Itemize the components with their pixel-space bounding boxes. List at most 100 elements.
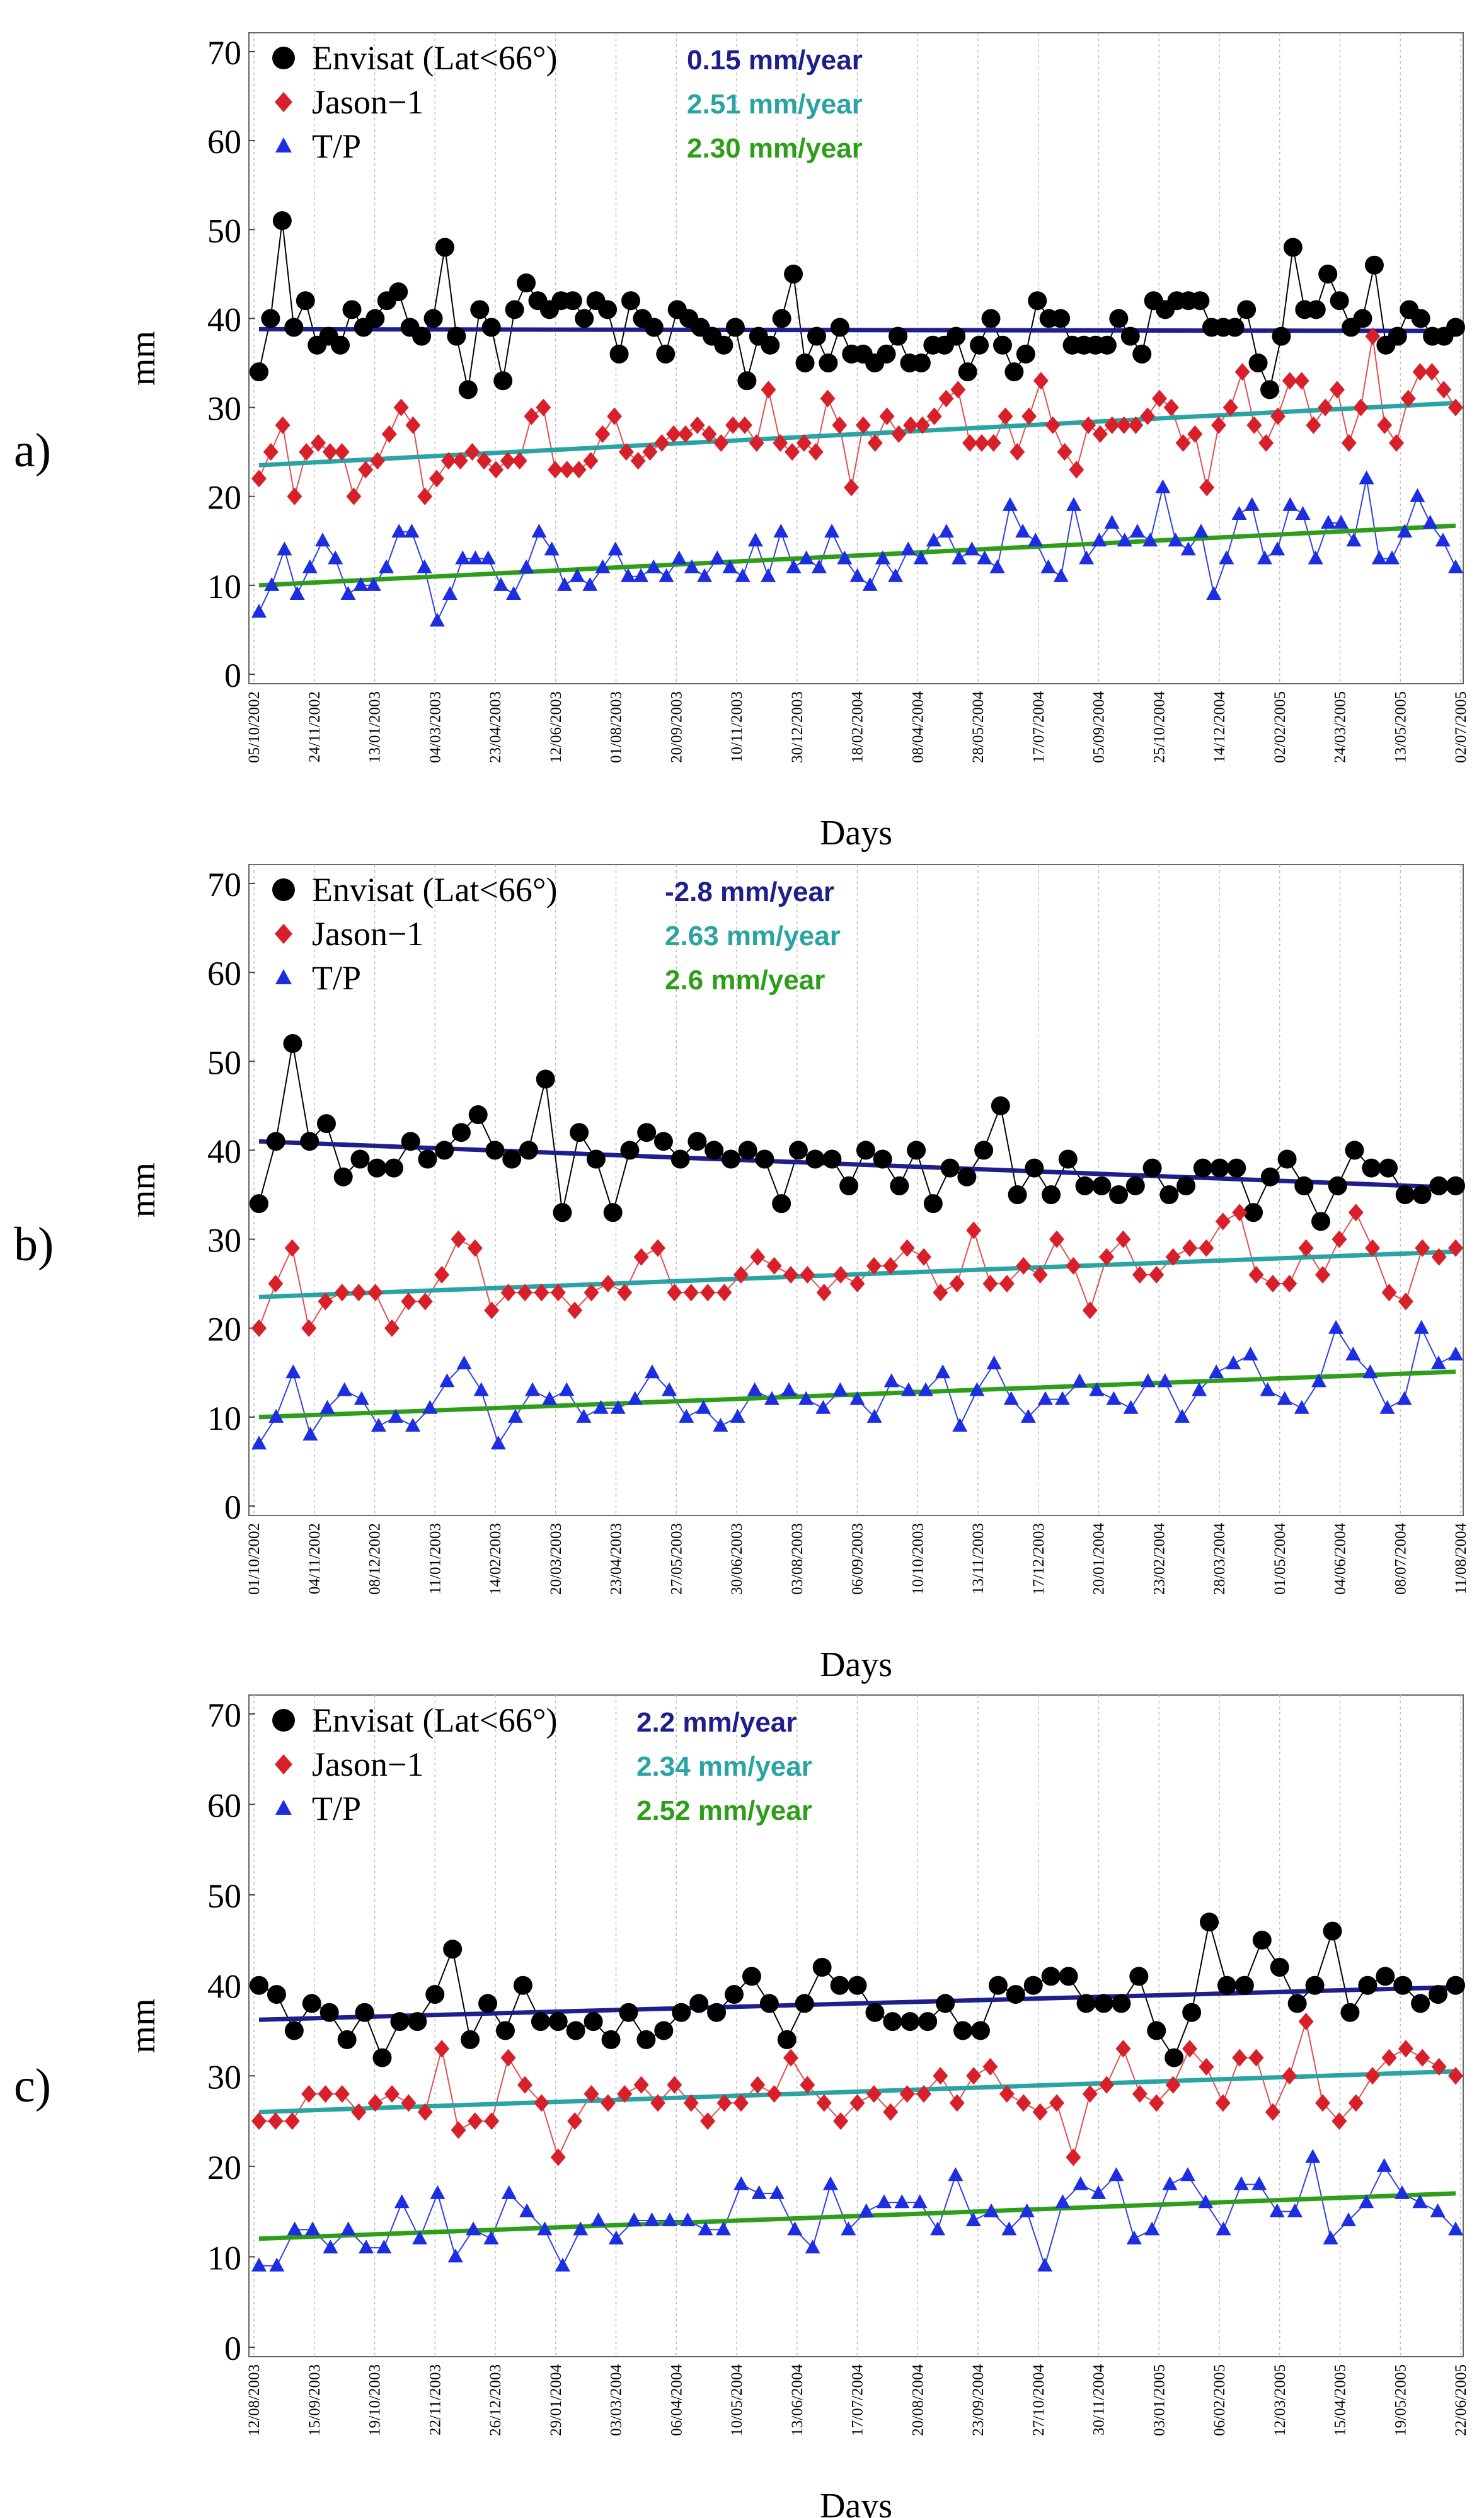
data-point-circle	[890, 1176, 909, 1195]
data-point-diamond	[1175, 434, 1191, 452]
data-point-circle	[261, 309, 280, 328]
data-point-circle	[1142, 1158, 1162, 1178]
data-point-triangle	[1106, 1391, 1122, 1405]
data-point-triangle	[559, 1382, 575, 1396]
x-tick-label: 19/10/2003	[367, 2364, 384, 2436]
x-tick-label: 19/05/2005	[1392, 2364, 1409, 2436]
data-point-diamond	[318, 1292, 333, 1311]
x-tick-label: 30/06/2003	[728, 1523, 745, 1595]
data-point-diamond	[534, 1284, 549, 1302]
x-tick-label: 04/03/2003	[427, 691, 444, 763]
data-point-diamond	[299, 443, 314, 461]
data-point-triangle	[1180, 541, 1196, 556]
data-point-circle	[443, 1940, 463, 1959]
data-point-circle	[423, 309, 443, 328]
data-point-circle	[883, 2012, 902, 2032]
data-point-circle	[981, 309, 1001, 328]
data-point-diamond	[683, 1284, 699, 1302]
data-point-circle	[1446, 1176, 1465, 1195]
data-point-circle	[777, 2030, 797, 2049]
data-point-circle	[889, 326, 908, 346]
data-point-triangle	[875, 550, 890, 565]
data-point-triangle	[952, 550, 967, 565]
data-point-circle	[461, 2030, 480, 2049]
data-point-diamond	[766, 2085, 782, 2103]
data-point-triangle	[926, 532, 941, 547]
data-point-diamond	[451, 2121, 466, 2139]
x-tick-label: 06/09/2003	[849, 1523, 866, 1595]
x-tick-label: 08/04/2004	[909, 691, 926, 763]
data-point-diamond	[1165, 1248, 1181, 1266]
data-point-circle	[575, 309, 594, 328]
data-point-triangle	[1362, 1364, 1378, 1379]
data-point-triangle	[1209, 1364, 1224, 1379]
data-point-circle	[830, 1975, 849, 1995]
data-point-circle	[923, 1194, 943, 1214]
data-point-circle	[566, 2021, 585, 2040]
data-point-diamond	[1341, 434, 1357, 452]
data-point-circle	[725, 318, 745, 337]
data-point-triangle	[391, 524, 407, 538]
data-point-triangle	[1108, 2167, 1124, 2182]
data-point-circle	[603, 1203, 623, 1222]
y-tick-label: 20	[207, 1311, 241, 1348]
data-point-circle	[1006, 1985, 1025, 2004]
data-point-circle	[1217, 1975, 1236, 1995]
data-point-diamond	[966, 1221, 982, 1239]
data-point-triangle	[1129, 524, 1145, 538]
data-point-triangle	[269, 2257, 285, 2272]
data-point-triangle	[1435, 532, 1451, 547]
data-point-circle	[1283, 238, 1303, 257]
data-point-circle	[940, 1158, 960, 1178]
x-tick-label: 03/01/2005	[1151, 2364, 1168, 2436]
x-tick-label: 24/11/2002	[306, 691, 323, 762]
data-point-triangle	[542, 1391, 558, 1405]
data-point-circle	[1109, 309, 1129, 328]
data-point-triangle	[1376, 2158, 1392, 2172]
legend-label: Jason−1	[312, 1745, 423, 1783]
x-axis-label: Days	[820, 1645, 892, 1684]
data-point-triangle	[388, 1408, 404, 1423]
data-point-diamond	[1377, 416, 1393, 434]
data-point-circle	[342, 300, 362, 319]
x-tick-label: 22/11/2003	[427, 2364, 444, 2435]
data-point-circle	[644, 318, 664, 337]
data-point-diamond	[618, 443, 634, 461]
data-point-triangle	[858, 2203, 874, 2217]
data-point-circle	[267, 1985, 286, 2004]
data-point-diamond	[1009, 443, 1025, 461]
data-point-triangle	[1257, 550, 1272, 565]
data-point-diamond	[1388, 434, 1404, 452]
data-point-diamond	[1246, 416, 1262, 434]
data-point-diamond	[351, 1284, 367, 1302]
data-point-circle	[1159, 1185, 1179, 1204]
data-point-circle	[447, 326, 466, 346]
x-tick-label: 10/10/2003	[909, 1523, 926, 1595]
data-point-circle	[759, 1994, 779, 2013]
data-point-diamond	[401, 2094, 417, 2112]
data-point-triangle	[1448, 559, 1463, 573]
x-tick-label: 04/06/2004	[1332, 1523, 1349, 1595]
data-point-diamond	[1381, 1284, 1397, 1302]
data-point-circle	[1353, 309, 1372, 328]
x-tick-label: 14/02/2003	[487, 1523, 504, 1595]
data-point-circle	[721, 1149, 740, 1169]
data-point-triangle	[935, 1364, 951, 1379]
data-point-diamond	[548, 461, 563, 479]
data-point-diamond	[1424, 363, 1440, 381]
data-point-diamond	[488, 461, 504, 479]
data-point-triangle	[1055, 2194, 1071, 2209]
data-point-circle	[1294, 1176, 1314, 1195]
data-point-circle	[856, 1141, 875, 1160]
data-point-circle	[907, 1141, 926, 1160]
data-point-circle	[266, 1132, 285, 1151]
data-point-diamond	[733, 2094, 749, 2112]
y-tick-label: 50	[207, 212, 241, 250]
data-point-triangle	[405, 1417, 421, 1432]
data-point-circle	[337, 2030, 357, 2049]
data-point-circle	[1210, 1158, 1229, 1178]
data-point-triangle	[662, 2212, 677, 2226]
x-tick-label: 06/02/2005	[1211, 2364, 1228, 2436]
legend-label: Envisat (Lat<66°)	[312, 1701, 557, 1739]
data-point-triangle	[1371, 550, 1387, 565]
